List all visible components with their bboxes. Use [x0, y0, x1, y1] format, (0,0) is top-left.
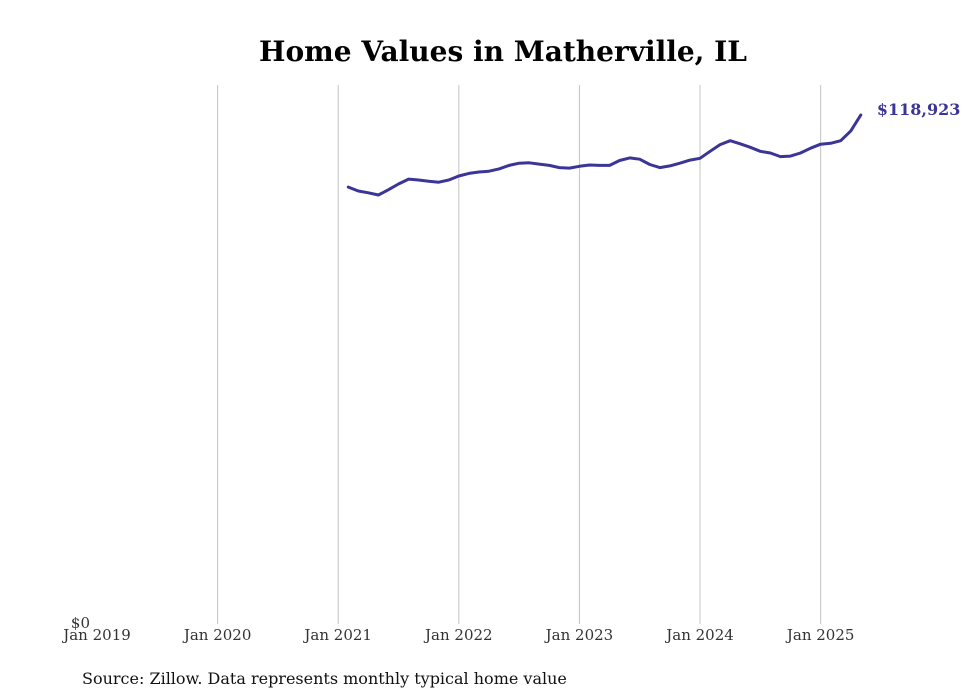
latest-value-label: $118,923 [877, 100, 961, 119]
y-axis-zero-label: $0 [71, 614, 90, 632]
x-tick-label-2021: Jan 2021 [302, 626, 372, 644]
x-tick-label-2022: Jan 2022 [423, 626, 493, 644]
x-tick-label-2020: Jan 2020 [182, 626, 252, 644]
x-tick-label-2019: Jan 2019 [61, 626, 131, 644]
x-axis-tick-labels: Jan 2019 Jan 2020 Jan 2021 Jan 2022 Jan 2023… [61, 626, 854, 644]
x-tick-label-2024: Jan 2024 [664, 626, 734, 644]
vertical-gridlines [217, 85, 822, 624]
home-value-series-line [346, 113, 863, 197]
source-note: Source: Zillow. Data represents monthly … [82, 669, 567, 688]
x-tick-label-2025: Jan 2025 [785, 626, 855, 644]
chart-title: Home Values in Matherville, IL [259, 35, 747, 68]
x-tick-label-2023: Jan 2023 [544, 626, 614, 644]
